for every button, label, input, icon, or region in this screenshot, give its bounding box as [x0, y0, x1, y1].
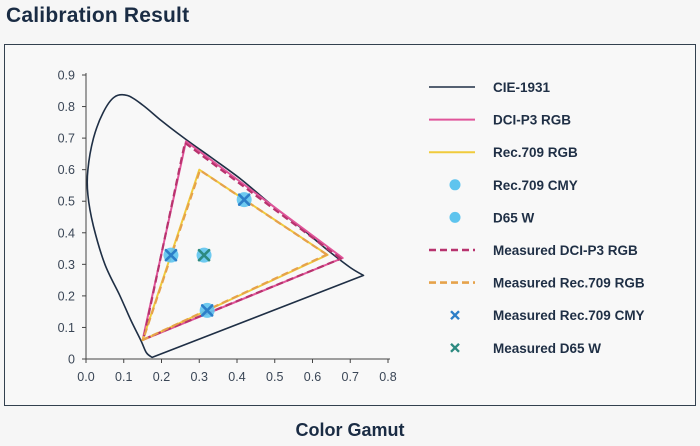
- legend-item-measured-dci-p3-rgb: Measured DCI-P3 RGB: [429, 243, 638, 258]
- legend-swatch: [449, 179, 461, 191]
- x-mark-stroke: [200, 304, 214, 317]
- legend-item-d65-w: D65 W: [449, 210, 535, 225]
- chart-legend: CIE-1931 DCI-P3 RGB Rec.709 RGB Rec.709 CMY…: [429, 80, 645, 356]
- y-tick-label: 0: [68, 353, 75, 367]
- legend-label: Measured Rec.709 RGB: [493, 276, 645, 291]
- y-tick-label: 0.9: [58, 69, 75, 83]
- legend-swatch: [450, 342, 460, 353]
- legend-label: Rec.709 CMY: [493, 178, 578, 193]
- legend-item-cie-1931: CIE-1931: [429, 80, 551, 95]
- series-dci-p3-rgb: [141, 140, 344, 342]
- series-cie-1931: [86, 93, 365, 359]
- legend-label: Measured DCI-P3 RGB: [493, 243, 638, 258]
- legend-item-rec-709-rgb: Rec.709 RGB: [429, 145, 578, 160]
- y-tick-label: 0.5: [58, 195, 75, 209]
- x-mark-stroke: [237, 193, 251, 206]
- chart-frame: 0.0 0.1 0.2 0.3 0.4 0.5 0.6 0.7 0.8 0 0.1 0.2 0.3 0.4…: [4, 44, 696, 406]
- x-mark-stroke: [197, 248, 211, 262]
- color-gamut-chart: 0.0 0.1 0.2 0.3 0.4 0.5 0.6 0.7 0.8 0 0.1 0.2 0.3 0.4…: [58, 69, 645, 385]
- y-tick-label: 0.7: [58, 132, 75, 146]
- x-tick-label: 0.2: [153, 370, 170, 384]
- y-tick-label: 0.3: [58, 258, 75, 272]
- legend-swatch: [450, 310, 460, 321]
- y-tick-label: 0.4: [58, 226, 75, 240]
- chart-caption: Color Gamut: [295, 420, 405, 440]
- y-tick-label: 0.8: [58, 100, 75, 114]
- legend-item-dci-p3-rgb: DCI-P3 RGB: [429, 113, 571, 128]
- x-tick-label: 0.0: [77, 370, 94, 384]
- x-mark-stroke: [164, 248, 178, 262]
- point-measured-rec-709-cmy: [164, 248, 178, 262]
- point-measured-rec-709-cmy: [200, 304, 214, 317]
- legend-item-measured-d65-w: Measured D65 W: [450, 341, 601, 356]
- legend-label: Measured Rec.709 CMY: [493, 308, 645, 323]
- x-tick-label: 0.7: [342, 370, 359, 384]
- legend-label: Measured D65 W: [493, 341, 601, 356]
- series-measured-rec-709-rgb: [141, 169, 328, 341]
- legend-label: CIE-1931: [493, 80, 551, 95]
- chart-axes: 0.0 0.1 0.2 0.3 0.4 0.5 0.6 0.7 0.8 0 0.1 0.2 0.3 0.4…: [58, 69, 397, 385]
- legend-item-measured-rec-709-cmy: Measured Rec.709 CMY: [450, 308, 645, 323]
- point-measured-rec-709-cmy: [237, 193, 251, 206]
- legend-label: D65 W: [493, 210, 535, 225]
- legend-label: DCI-P3 RGB: [493, 113, 571, 128]
- x-tick-label: 0.5: [266, 370, 283, 384]
- legend-swatch: [449, 211, 461, 223]
- page-title: Calibration Result: [6, 4, 190, 27]
- x-tick-label: 0.1: [115, 370, 132, 384]
- x-tick-label: 0.3: [191, 370, 208, 384]
- x-tick-label: 0.8: [379, 370, 396, 384]
- chart-plot-area: [86, 93, 365, 359]
- point-measured-d65-w: [197, 248, 211, 262]
- y-tick-label: 0.1: [58, 321, 75, 335]
- y-tick-label: 0.2: [58, 289, 75, 303]
- legend-label: Rec.709 RGB: [493, 145, 578, 160]
- legend-item-measured-rec-709-rgb: Measured Rec.709 RGB: [429, 276, 645, 291]
- x-tick-label: 0.6: [304, 370, 321, 384]
- series-measured-dci-p3-rgb: [142, 141, 342, 341]
- y-tick-label: 0.6: [58, 163, 75, 177]
- legend-item-rec-709-cmy: Rec.709 CMY: [449, 178, 578, 193]
- x-tick-label: 0.4: [228, 370, 245, 384]
